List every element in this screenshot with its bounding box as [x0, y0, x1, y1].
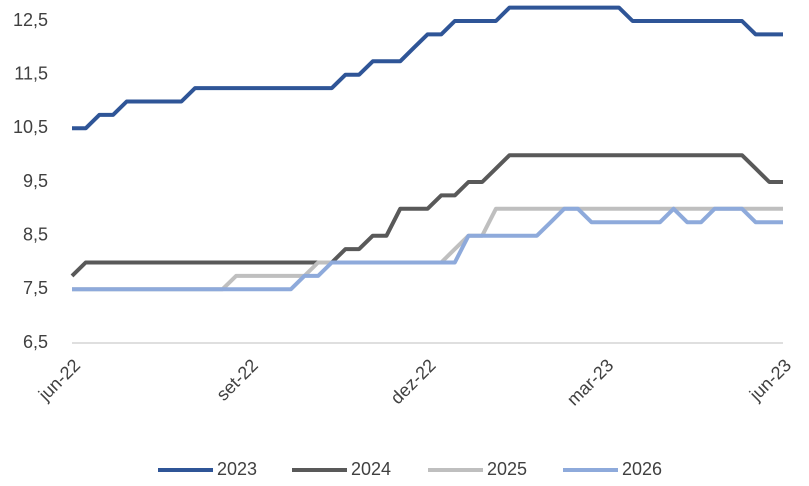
legend-label: 2026 — [622, 459, 662, 479]
y-tick-label: 8,5 — [23, 224, 48, 244]
y-tick-label: 12,5 — [13, 10, 48, 30]
legend-label: 2025 — [487, 459, 527, 479]
x-tick-label: jun-23 — [745, 355, 795, 405]
x-tick-label: mar-23 — [563, 355, 617, 409]
y-tick-label: 7,5 — [23, 278, 48, 298]
series-line — [72, 206, 783, 292]
series-line — [72, 5, 783, 131]
x-tick-label: dez-22 — [387, 355, 440, 408]
x-tick-label: set-22 — [212, 355, 262, 405]
series-line — [72, 206, 783, 292]
y-tick-label: 9,5 — [23, 171, 48, 191]
y-tick-label: 11,5 — [14, 63, 48, 83]
y-tick-label: 10,5 — [13, 117, 48, 137]
x-tick-label: jun-22 — [34, 355, 84, 405]
y-tick-label: 6,5 — [23, 332, 48, 352]
legend-label: 2023 — [217, 459, 257, 479]
legend-label: 2024 — [351, 459, 391, 479]
series-line — [70, 153, 783, 278]
